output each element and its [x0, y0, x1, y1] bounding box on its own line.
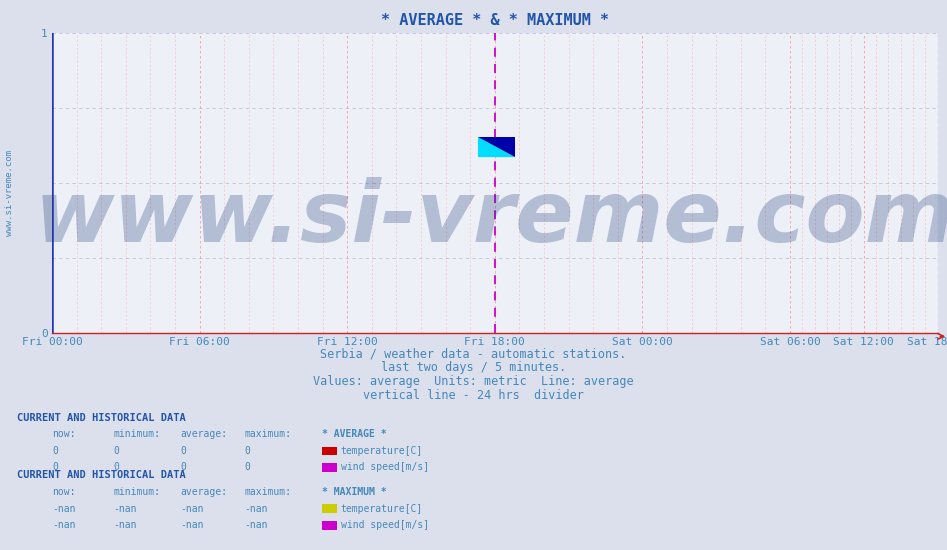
Text: temperature[C]: temperature[C] [341, 446, 423, 456]
Text: 0: 0 [114, 446, 119, 456]
Text: 0: 0 [52, 462, 58, 472]
Bar [478, 137, 515, 157]
Text: -nan: -nan [180, 520, 204, 530]
Text: maximum:: maximum: [244, 487, 292, 497]
Text: * AVERAGE *: * AVERAGE * [322, 429, 386, 439]
Text: now:: now: [52, 487, 76, 497]
Polygon shape [478, 137, 515, 157]
Text: maximum:: maximum: [244, 429, 292, 439]
Text: 0: 0 [244, 446, 250, 456]
Text: -nan: -nan [244, 503, 268, 514]
Text: wind speed[m/s]: wind speed[m/s] [341, 520, 429, 530]
Text: -nan: -nan [52, 520, 76, 530]
Text: 0: 0 [244, 462, 250, 472]
Text: -nan: -nan [114, 503, 137, 514]
Text: temperature[C]: temperature[C] [341, 503, 423, 514]
Text: vertical line - 24 hrs  divider: vertical line - 24 hrs divider [363, 389, 584, 402]
Text: minimum:: minimum: [114, 487, 161, 497]
Text: -nan: -nan [244, 520, 268, 530]
Polygon shape [478, 137, 515, 157]
Title: * AVERAGE * & * MAXIMUM *: * AVERAGE * & * MAXIMUM * [381, 13, 609, 28]
Text: www.si-vreme.com: www.si-vreme.com [35, 177, 947, 260]
Text: wind speed[m/s]: wind speed[m/s] [341, 462, 429, 472]
Text: last two days / 5 minutes.: last two days / 5 minutes. [381, 361, 566, 375]
Text: CURRENT AND HISTORICAL DATA: CURRENT AND HISTORICAL DATA [17, 470, 186, 481]
Text: Serbia / weather data - automatic stations.: Serbia / weather data - automatic statio… [320, 348, 627, 361]
Text: -nan: -nan [180, 503, 204, 514]
Text: average:: average: [180, 429, 227, 439]
Text: -nan: -nan [52, 503, 76, 514]
Text: CURRENT AND HISTORICAL DATA: CURRENT AND HISTORICAL DATA [17, 412, 186, 423]
Text: 0: 0 [52, 446, 58, 456]
Text: -nan: -nan [114, 520, 137, 530]
Text: minimum:: minimum: [114, 429, 161, 439]
Text: 0: 0 [180, 462, 186, 472]
Text: Values: average  Units: metric  Line: average: Values: average Units: metric Line: aver… [313, 375, 634, 388]
Text: 0: 0 [180, 446, 186, 456]
Text: * MAXIMUM *: * MAXIMUM * [322, 487, 386, 497]
Text: 0: 0 [114, 462, 119, 472]
Text: now:: now: [52, 429, 76, 439]
Text: average:: average: [180, 487, 227, 497]
Text: www.si-vreme.com: www.si-vreme.com [5, 150, 14, 235]
